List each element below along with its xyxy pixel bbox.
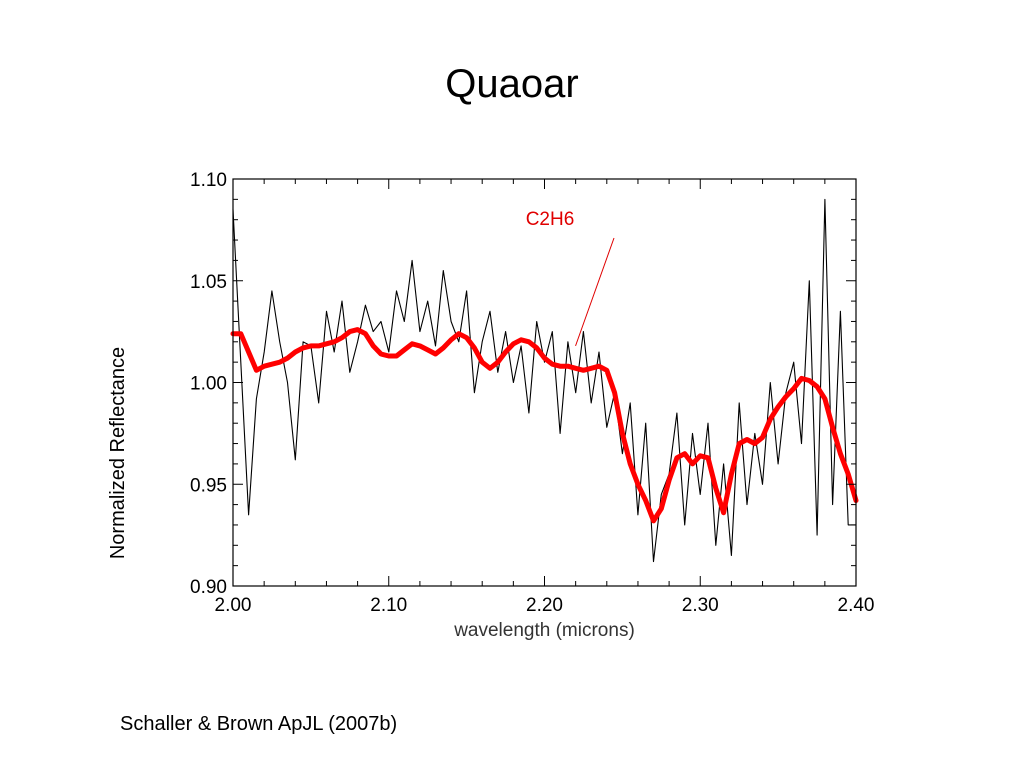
x-tick-label: 2.40 bbox=[838, 595, 875, 616]
x-tick-label: 2.10 bbox=[370, 595, 407, 616]
fit-line bbox=[230, 327, 859, 524]
y-tick-label: 1.05 bbox=[190, 272, 227, 293]
annotation-label: C2H6 bbox=[526, 209, 575, 230]
plot-frame bbox=[232, 178, 857, 587]
y-axis-label: Normalized Reflectance bbox=[107, 347, 129, 559]
x-tick-label: 2.20 bbox=[526, 595, 563, 616]
citation: Schaller & Brown ApJL (2007b) bbox=[120, 713, 398, 735]
x-tick-label: 2.00 bbox=[215, 595, 252, 616]
x-tick-label: 2.30 bbox=[682, 595, 719, 616]
y-tick-label: 0.95 bbox=[190, 475, 227, 496]
x-axis-label: wavelength (microns) bbox=[453, 620, 635, 641]
spectrum-line bbox=[232, 198, 857, 563]
slide-title: Quaoar bbox=[445, 62, 579, 106]
annotation-pointer bbox=[575, 237, 615, 347]
y-tick-label: 1.10 bbox=[190, 170, 227, 191]
y-tick-label: 1.00 bbox=[190, 374, 227, 395]
y-tick-label: 0.90 bbox=[190, 577, 227, 598]
